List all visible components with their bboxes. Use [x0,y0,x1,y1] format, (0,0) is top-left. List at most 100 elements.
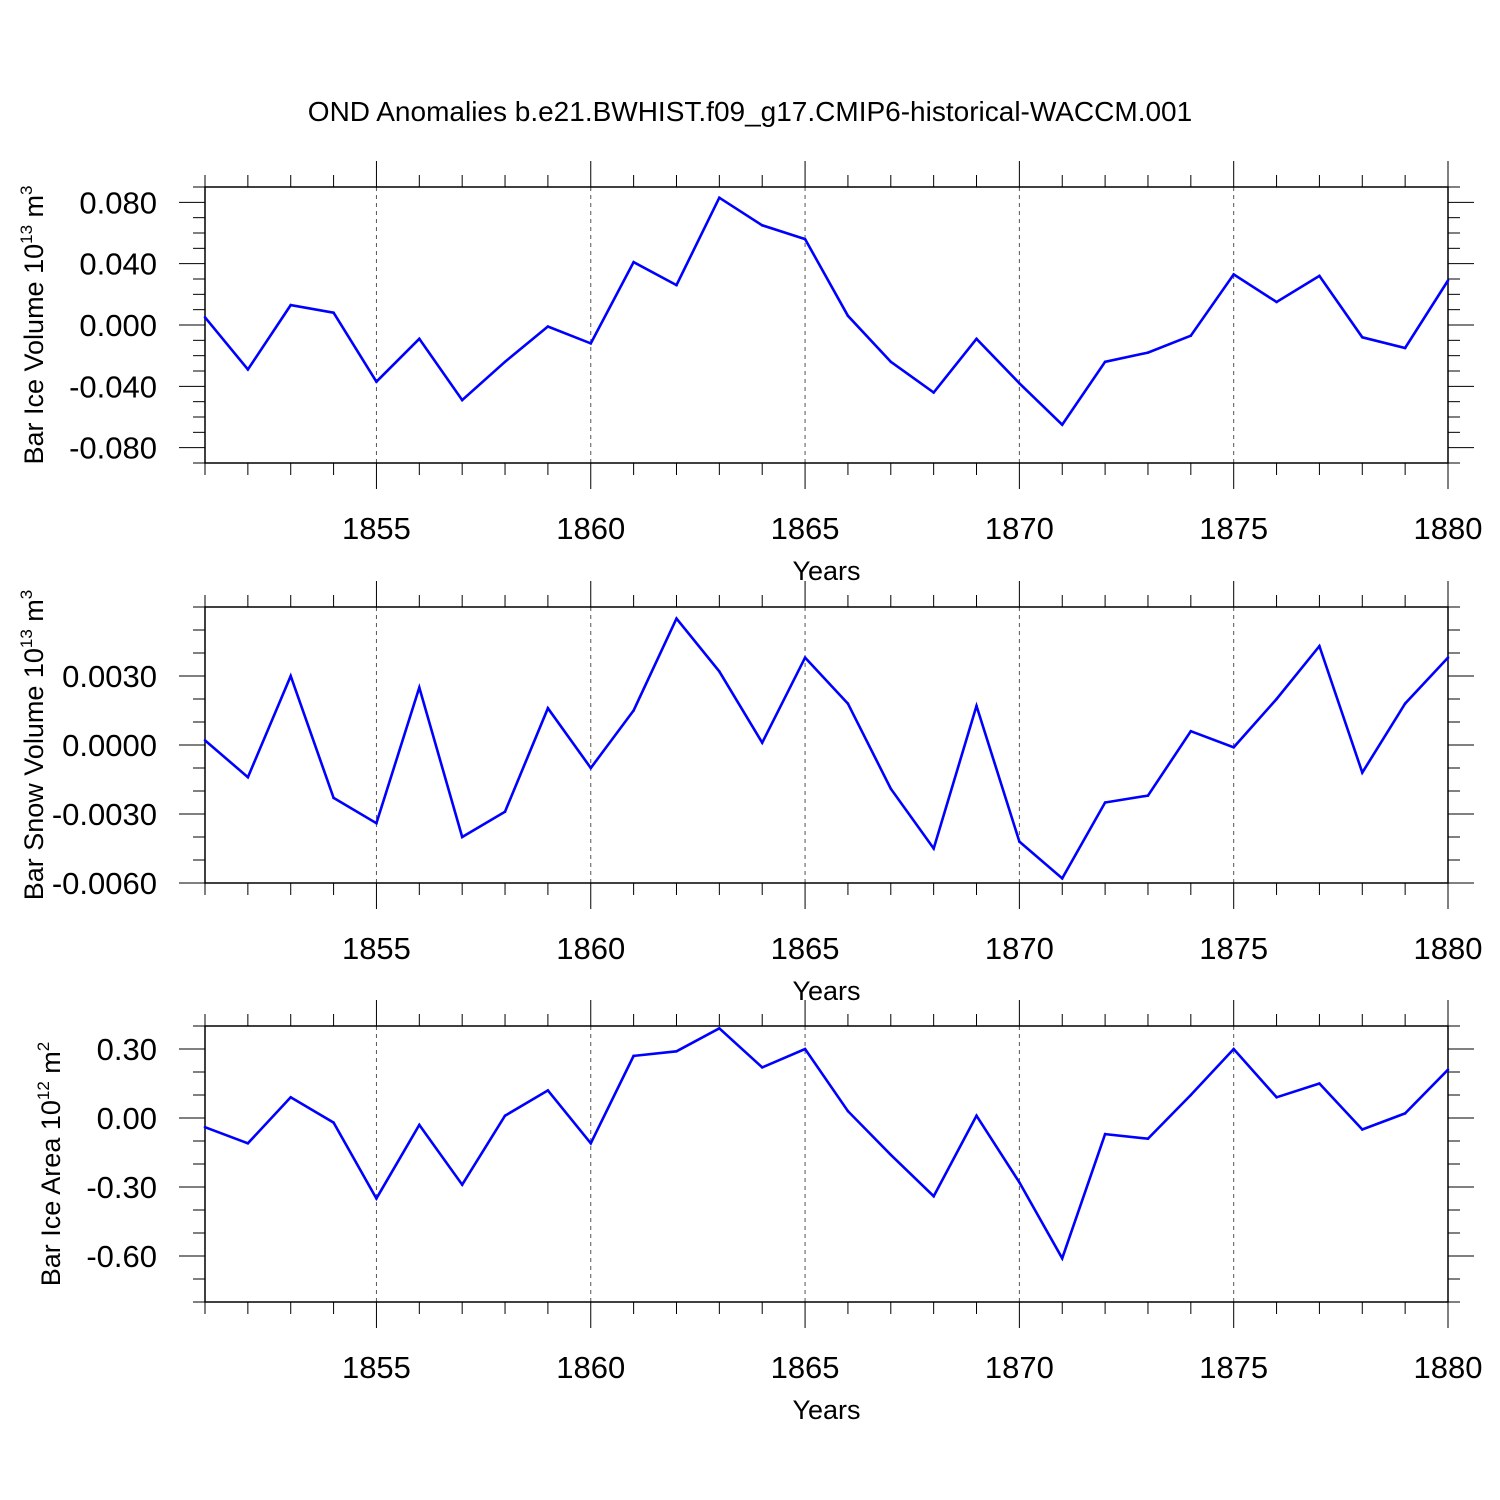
panel1-data-point [1103,360,1107,364]
panel3-x-tick-label: 1875 [1199,1350,1268,1385]
panel1-x-tick-label: 1865 [771,511,840,546]
panel3-data-point [932,1194,935,1198]
panel2-data-point [1403,702,1407,705]
panel2-data-point [889,787,893,790]
panel3-data-point [546,1089,550,1092]
panel1-data-point [1360,335,1364,339]
panel2-data-point [1318,644,1321,648]
panel3-x-tick-label: 1880 [1414,1350,1483,1385]
panel2-data-point [718,670,721,673]
panel3-data-point [289,1096,293,1099]
panel2-data-point [632,709,635,712]
panel1-y-tick-label: 0.080 [79,185,157,220]
panel3-x-tick-label: 1855 [342,1350,411,1385]
panel2-data-point [332,796,335,800]
panel2-x-axis-label: Years [792,976,860,1006]
panel1-data-point [203,316,207,319]
panel2-data-point [846,702,850,705]
panel1-data-point [246,368,250,371]
panel3-x-tick-label: 1865 [771,1350,840,1385]
panel1-data-point [1318,274,1321,278]
panel1-data-point [760,224,764,227]
panel3-y-tick-label: 0.00 [97,1101,157,1136]
panel2-data-point [932,847,935,850]
panel2-data-point [589,766,593,770]
panel3-data-point [203,1125,207,1129]
panel1-data-point [932,391,935,394]
panel3-data-point [675,1050,678,1053]
panel1-data-point [546,325,550,328]
panel3-data-point [375,1197,378,1200]
panel2-data-point [760,741,764,744]
panel3-data-point [1318,1082,1321,1085]
panel1-data-point [846,314,850,318]
panel1-data-point [632,260,635,264]
panel1-data-point [1189,334,1193,338]
panel1-data-point [975,337,978,341]
panel2-data-point [1018,840,1021,843]
panel3-data-point [632,1054,635,1058]
panel1-series-line [203,195,1450,427]
panel3-data-point [332,1121,335,1124]
panel2-data-point [675,617,678,620]
panel1-data-point [1403,346,1407,350]
panel1-x-tick-label: 1875 [1199,511,1268,546]
panel3-data-point [760,1066,764,1069]
panel3-series-line [204,1026,1449,1262]
panel3-data-point [1275,1096,1278,1099]
panel1-x-tick-label: 1855 [342,511,411,546]
panel1-data-point [1446,279,1450,282]
panel2-y-tick-label: -0.0060 [52,866,157,901]
panel3-data-point [1232,1047,1235,1051]
panel2-y-tick-label: 0.0030 [62,659,157,694]
panel3-y-tick-label: 0.30 [97,1032,157,1067]
panel3-data-point [1103,1132,1107,1136]
panel3-x-tick-label: 1870 [985,1350,1054,1385]
panel2-data-point [1232,746,1235,749]
panel3-data-point [1060,1257,1064,1260]
panel2-series-line [204,616,1449,881]
panel2-data-point [1189,729,1193,733]
panel1-data-point [1275,300,1278,304]
panel1-data-point [332,311,335,315]
panel1-x-tick-label: 1870 [985,511,1054,546]
panel1-data-point [589,342,593,345]
panel3-data-point [889,1153,893,1157]
panel2-x-tick-label: 1875 [1199,931,1268,966]
panel1-y-tick-label: -0.040 [69,369,157,404]
panel3-data-point [1018,1181,1021,1184]
panel1-frame [204,186,1449,464]
panel1-data-point [675,283,678,287]
panel2-data-point [503,810,507,813]
panel1-data-point [375,380,378,384]
panel2-data-point [1360,771,1364,774]
panel2-frame [204,606,1449,884]
panel1-data-point [889,360,893,364]
panel1-data-point [718,196,721,200]
panel3-data-point [1403,1112,1407,1115]
panel2-x-tick-label: 1880 [1414,931,1483,966]
panel1-data-point [460,398,464,402]
panel3-data-point [1189,1093,1193,1097]
panel3-data-point [718,1027,721,1030]
panel3-data-point [503,1114,507,1117]
panel2-data-point [460,835,464,839]
panel3-data-point [1446,1068,1450,1071]
panel3-y-axis-label: Bar Ice Area 1012 m2 [34,1042,66,1287]
panel2-data-point [1146,794,1150,797]
panel1-y-axis-label: Bar Ice Volume 1013 m3 [17,185,49,464]
panel3-data-point [589,1142,593,1145]
panel2-x-tick-label: 1855 [342,931,411,966]
panel2-data-point [246,775,250,779]
panel2-data-point [803,656,807,659]
panel3-y-tick-label: -0.60 [86,1239,157,1274]
panel2-data-point [418,686,421,689]
panel2-x-tick-label: 1865 [771,931,840,966]
panel2-data-point [375,821,378,825]
panel1-data-point [503,360,507,364]
panel1-data-point [1146,351,1150,354]
panel2-x-tick-label: 1870 [985,931,1054,966]
figure-title: OND Anomalies b.e21.BWHIST.f09_g17.CMIP6… [307,96,1193,127]
panel2-y-axis-label: Bar Snow Volume 1013 m3 [17,590,49,901]
